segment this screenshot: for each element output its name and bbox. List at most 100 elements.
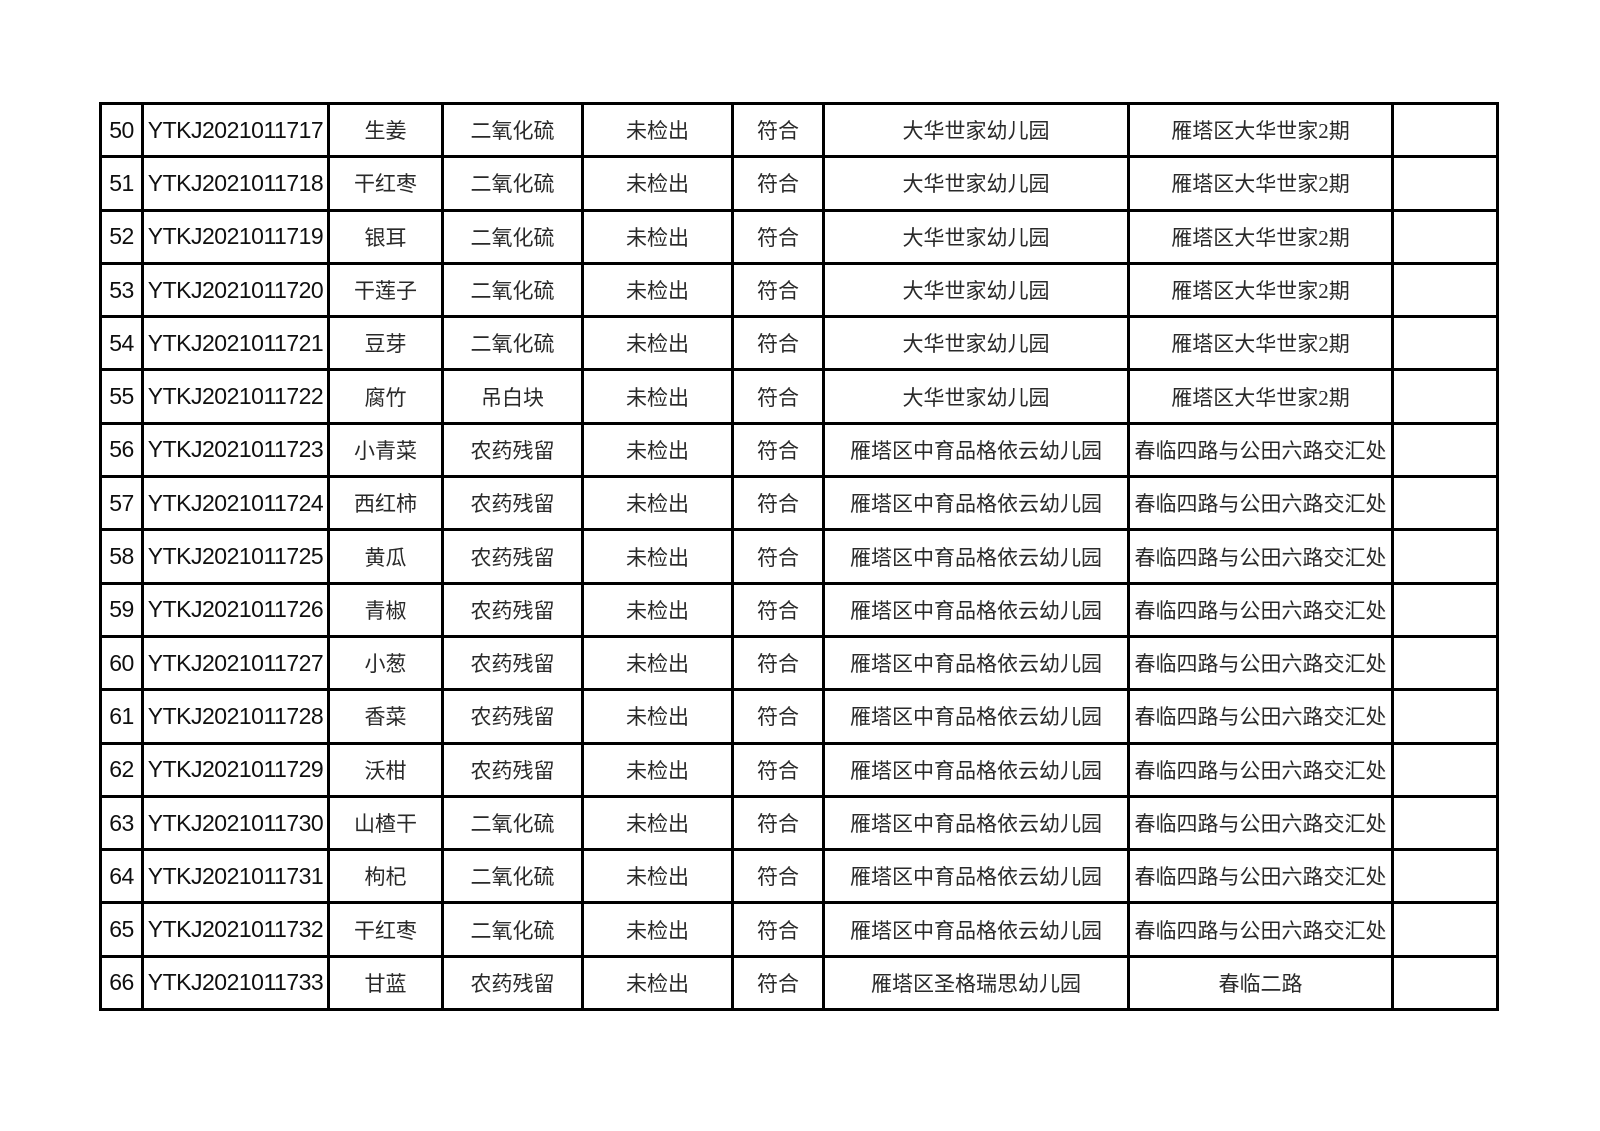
cell-sample-name: 腐竹	[327, 368, 444, 425]
cell-result: 未检出	[581, 741, 734, 798]
cell-seq: 64	[99, 848, 144, 905]
table-row: 50 YTKJ2021011717 生姜 二氧化硫 未检出 符合 大华世家幼儿园 雁塔区大华世…	[99, 101, 1499, 159]
cell-remark	[1391, 741, 1499, 798]
table-row: 61 YTKJ2021011728 香菜 农药残留 未检出 符合 雁塔区中育品格依云幼儿园春…	[99, 688, 1499, 745]
cell-result: 未检出	[581, 688, 734, 745]
cell-test-item: 农药残留	[441, 741, 584, 798]
cell-sample-id: YTKJ2021011728	[141, 688, 330, 745]
cell-sample-id: YTKJ2021011717	[141, 101, 330, 159]
cell-sample-name: 干红枣	[327, 901, 444, 958]
cell-sample-id: YTKJ2021011718	[141, 155, 330, 212]
cell-result: 未检出	[581, 101, 734, 159]
cell-result: 未检出	[581, 634, 734, 692]
cell-sampled-unit: 大华世家幼儿园	[822, 368, 1130, 425]
cell-conclusion: 符合	[731, 261, 825, 319]
cell-test-item: 二氧化硫	[441, 901, 584, 958]
cell-conclusion: 符合	[731, 315, 825, 372]
cell-seq: 57	[99, 475, 144, 532]
cell-test-item: 二氧化硫	[441, 315, 584, 372]
cell-sample-id: YTKJ2021011727	[141, 634, 330, 692]
cell-test-item: 二氧化硫	[441, 848, 584, 905]
cell-test-item: 农药残留	[441, 688, 584, 745]
cell-conclusion: 符合	[731, 421, 825, 479]
table-row: 55 YTKJ2021011722 腐竹 吊白块 未检出 符合 大华世家幼儿园 雁塔区大华世家…	[99, 368, 1499, 425]
cell-address: 雁塔区大华世家2期	[1127, 315, 1394, 372]
cell-result: 未检出	[581, 794, 734, 852]
cell-remark	[1391, 368, 1499, 425]
cell-conclusion: 符合	[731, 101, 825, 159]
cell-sample-name: 小青菜	[327, 421, 444, 479]
cell-sample-id: YTKJ2021011730	[141, 794, 330, 852]
cell-result: 未检出	[581, 155, 734, 212]
cell-conclusion: 符合	[731, 581, 825, 638]
cell-seq: 61	[99, 688, 144, 745]
cell-sample-name: 黄瓜	[327, 528, 444, 585]
cell-remark	[1391, 848, 1499, 905]
cell-seq: 50	[99, 101, 144, 159]
cell-remark	[1391, 261, 1499, 319]
cell-conclusion: 符合	[731, 528, 825, 585]
cell-sampled-unit: 大华世家幼儿园	[822, 155, 1130, 212]
cell-test-item: 农药残留	[441, 528, 584, 585]
table-row: 53 YTKJ2021011720 干莲子 二氧化硫 未检出 符合 大华世家幼儿园 雁塔区大华…	[99, 261, 1499, 319]
cell-test-item: 农药残留	[441, 581, 584, 638]
cell-sample-id: YTKJ2021011720	[141, 261, 330, 319]
cell-conclusion: 符合	[731, 741, 825, 798]
cell-address: 雁塔区大华世家2期	[1127, 368, 1394, 425]
cell-sample-name: 青椒	[327, 581, 444, 638]
cell-sample-name: 山楂干	[327, 794, 444, 852]
cell-sample-name: 干莲子	[327, 261, 444, 319]
cell-test-item: 吊白块	[441, 368, 584, 425]
cell-sample-name: 银耳	[327, 208, 444, 265]
cell-remark	[1391, 315, 1499, 372]
cell-result: 未检出	[581, 421, 734, 479]
cell-result: 未检出	[581, 581, 734, 638]
table-row: 66 YTKJ2021011733 甘蓝 农药残留 未检出 符合 雁塔区圣格瑞思幼儿园 春临二…	[99, 954, 1499, 1012]
cell-seq: 54	[99, 315, 144, 372]
cell-sample-id: YTKJ2021011725	[141, 528, 330, 585]
cell-test-item: 二氧化硫	[441, 101, 584, 159]
table-row: 64 YTKJ2021011731 枸杞 二氧化硫 未检出 符合 雁塔区中育品格依云幼儿园春…	[99, 848, 1499, 905]
cell-sample-id: YTKJ2021011722	[141, 368, 330, 425]
cell-sample-name: 甘蓝	[327, 954, 444, 1012]
cell-seq: 59	[99, 581, 144, 638]
cell-test-item: 二氧化硫	[441, 155, 584, 212]
cell-conclusion: 符合	[731, 475, 825, 532]
cell-conclusion: 符合	[731, 794, 825, 852]
cell-sampled-unit: 雁塔区中育品格依云幼儿园	[822, 794, 1130, 852]
table-row: 58 YTKJ2021011725 黄瓜 农药残留 未检出 符合 雁塔区中育品格依云幼儿园春…	[99, 528, 1499, 585]
cell-address: 雁塔区大华世家2期	[1127, 208, 1394, 265]
cell-address: 雁塔区大华世家2期	[1127, 155, 1394, 212]
cell-sampled-unit: 雁塔区中育品格依云幼儿园	[822, 528, 1130, 585]
cell-remark	[1391, 528, 1499, 585]
inspection-results-table: 50 YTKJ2021011717 生姜 二氧化硫 未检出 符合 大华世家幼儿园 雁塔区大华世…	[99, 101, 1499, 1012]
cell-conclusion: 符合	[731, 954, 825, 1012]
cell-test-item: 二氧化硫	[441, 208, 584, 265]
cell-seq: 51	[99, 155, 144, 212]
cell-sample-id: YTKJ2021011729	[141, 741, 330, 798]
cell-address: 春临四路与公田六路交汇处	[1127, 475, 1394, 532]
cell-remark	[1391, 901, 1499, 958]
cell-sample-id: YTKJ2021011726	[141, 581, 330, 638]
cell-sample-id: YTKJ2021011724	[141, 475, 330, 532]
table-row: 57 YTKJ2021011724 西红柿 农药残留 未检出 符合 雁塔区中育品格依云幼儿园…	[99, 475, 1499, 532]
cell-remark	[1391, 581, 1499, 638]
cell-remark	[1391, 101, 1499, 159]
cell-sampled-unit: 大华世家幼儿园	[822, 101, 1130, 159]
cell-seq: 60	[99, 634, 144, 692]
cell-result: 未检出	[581, 848, 734, 905]
cell-sample-name: 沃柑	[327, 741, 444, 798]
cell-result: 未检出	[581, 261, 734, 319]
cell-remark	[1391, 688, 1499, 745]
cell-result: 未检出	[581, 954, 734, 1012]
cell-sample-id: YTKJ2021011731	[141, 848, 330, 905]
cell-sample-id: YTKJ2021011721	[141, 315, 330, 372]
cell-sample-name: 干红枣	[327, 155, 444, 212]
cell-seq: 55	[99, 368, 144, 425]
cell-remark	[1391, 954, 1499, 1012]
cell-conclusion: 符合	[731, 688, 825, 745]
cell-address: 春临四路与公田六路交汇处	[1127, 688, 1394, 745]
cell-seq: 63	[99, 794, 144, 852]
cell-address: 春临二路	[1127, 954, 1394, 1012]
cell-result: 未检出	[581, 528, 734, 585]
